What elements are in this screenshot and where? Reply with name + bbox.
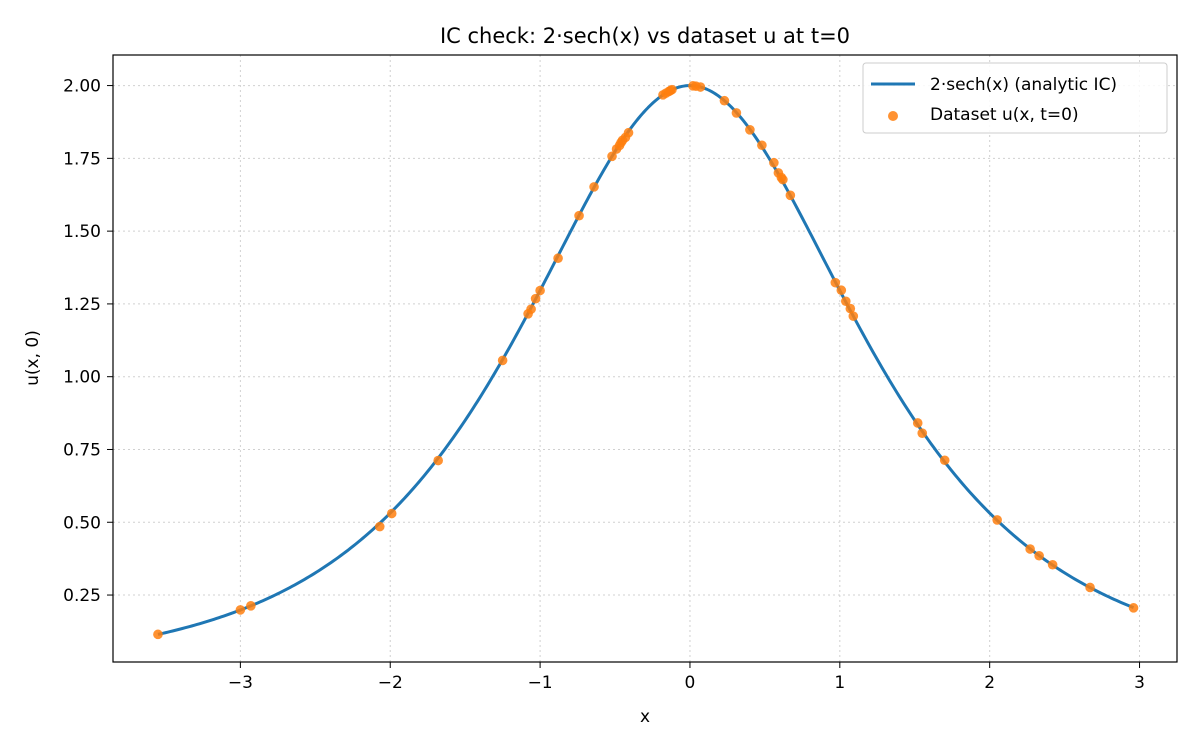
- data-point: [530, 293, 541, 304]
- data-point: [719, 95, 730, 106]
- legend: 2·sech(x) (analytic IC) Dataset u(x, t=0…: [862, 62, 1168, 134]
- data-point: [1034, 550, 1044, 561]
- y-tick-label: 0.50: [63, 513, 101, 533]
- data-point: [836, 285, 847, 296]
- data-point: [153, 629, 163, 640]
- y-axis-title: u(x, 0): [23, 330, 43, 386]
- data-point: [845, 303, 856, 314]
- data-point: [1025, 544, 1035, 554]
- data-point: [433, 455, 443, 466]
- data-point: [667, 84, 677, 95]
- y-tick-label: 0.25: [63, 586, 101, 606]
- x-axis-title: x: [640, 707, 650, 727]
- plot-frame: [112, 54, 1178, 663]
- data-point: [1128, 603, 1139, 613]
- data-point: [553, 253, 563, 264]
- legend-point-swatch: [888, 111, 898, 121]
- x-tick-label: −3: [228, 673, 253, 693]
- data-point: [830, 277, 841, 288]
- y-tick-label: 2.00: [63, 77, 101, 97]
- analytic-curve: [157, 84, 1135, 636]
- data-point: [778, 174, 788, 185]
- data-point: [695, 82, 706, 92]
- data-point: [785, 190, 796, 201]
- data-point: [535, 285, 545, 296]
- y-tick-label: 1.00: [63, 368, 101, 388]
- data-point: [589, 182, 599, 192]
- scatter-points: [153, 81, 1139, 640]
- x-tick-label: 1: [834, 673, 845, 693]
- data-point: [912, 418, 923, 428]
- y-axis-ticks: 0.25 0.50 0.75 1.00 1.25 1.50 1.75 2.00: [63, 77, 113, 606]
- data-point: [497, 355, 508, 366]
- x-tick-label: −1: [528, 673, 553, 693]
- data-point: [731, 108, 742, 118]
- data-point: [917, 428, 928, 438]
- data-point: [757, 140, 767, 151]
- legend-box: [862, 62, 1168, 134]
- y-tick-label: 1.50: [63, 222, 101, 242]
- data-point: [841, 296, 851, 307]
- data-point: [235, 605, 246, 615]
- data-point: [745, 125, 755, 135]
- data-point: [992, 515, 1002, 525]
- legend-label-curve: 2·sech(x) (analytic IC): [930, 75, 1117, 95]
- x-tick-label: 3: [1134, 673, 1145, 693]
- data-point: [574, 210, 584, 221]
- y-tick-label: 1.25: [63, 295, 101, 315]
- x-axis-ticks: −3 −2 −1 0 1 2 3: [228, 662, 1145, 693]
- data-point: [386, 508, 397, 519]
- chart-title: IC check: 2·sech(x) vs dataset u at t=0: [440, 24, 850, 48]
- data-point: [939, 455, 950, 466]
- y-tick-label: 1.75: [63, 149, 101, 169]
- data-point: [246, 601, 256, 611]
- legend-label-points: Dataset u(x, t=0): [930, 105, 1079, 125]
- data-point: [374, 521, 385, 532]
- x-tick-label: −2: [378, 673, 403, 693]
- data-point: [623, 127, 634, 138]
- data-point: [526, 304, 536, 314]
- data-point: [769, 157, 779, 168]
- data-point: [848, 311, 859, 321]
- data-point: [1047, 559, 1058, 570]
- data-point: [607, 151, 617, 162]
- y-tick-label: 0.75: [63, 440, 101, 460]
- data-point: [1085, 582, 1095, 593]
- curve-layer: [157, 84, 1135, 636]
- x-tick-label: 0: [685, 673, 696, 693]
- x-tick-label: 2: [984, 673, 995, 693]
